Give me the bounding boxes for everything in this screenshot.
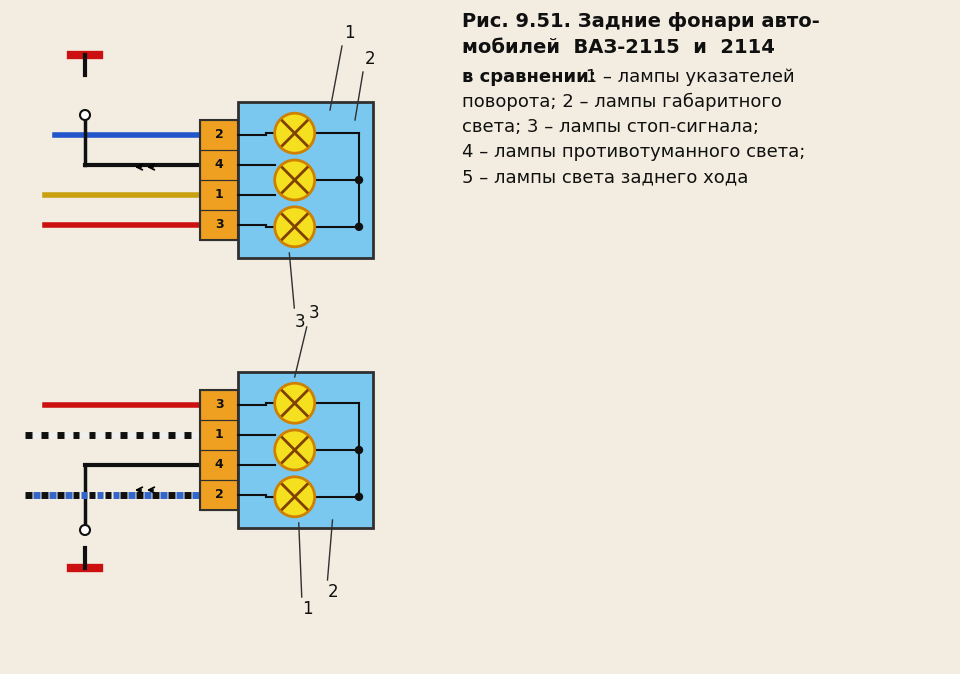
Text: 5 – лампы света заднего хода: 5 – лампы света заднего хода — [462, 168, 749, 186]
Bar — [200, 390, 238, 420]
Circle shape — [355, 493, 363, 500]
Circle shape — [355, 223, 363, 231]
Bar — [238, 372, 373, 528]
Text: 2: 2 — [365, 50, 375, 68]
Bar — [200, 450, 238, 480]
Text: 2: 2 — [327, 583, 338, 601]
Text: 1: 1 — [215, 429, 224, 441]
Text: 2: 2 — [215, 489, 224, 501]
Text: 3: 3 — [295, 313, 305, 331]
Circle shape — [275, 207, 315, 247]
Bar — [200, 210, 238, 240]
Circle shape — [355, 177, 363, 183]
Circle shape — [275, 477, 315, 517]
Circle shape — [80, 525, 90, 535]
Text: света; 3 – лампы стоп-сигнала;: света; 3 – лампы стоп-сигнала; — [462, 118, 759, 136]
Text: 3: 3 — [215, 218, 224, 231]
Text: в сравнении:: в сравнении: — [462, 68, 596, 86]
Text: Рис. 9.51. Задние фонари авто-: Рис. 9.51. Задние фонари авто- — [462, 12, 820, 31]
Text: поворота; 2 – лампы габаритного: поворота; 2 – лампы габаритного — [462, 93, 781, 111]
Bar — [200, 420, 238, 450]
Bar — [200, 150, 238, 180]
Bar — [200, 480, 238, 510]
Text: 4: 4 — [215, 158, 224, 171]
Text: мобилей  ВАЗ-2115  и  2114: мобилей ВАЗ-2115 и 2114 — [462, 38, 775, 57]
Text: 1: 1 — [215, 189, 224, 202]
Bar — [200, 120, 238, 150]
Text: 4 – лампы противотуманного света;: 4 – лампы противотуманного света; — [462, 143, 805, 161]
Circle shape — [80, 110, 90, 120]
Text: 3: 3 — [309, 304, 320, 322]
Bar — [200, 180, 238, 210]
Bar — [238, 102, 373, 258]
Text: 4: 4 — [215, 458, 224, 472]
Text: 3: 3 — [215, 398, 224, 412]
Text: 1: 1 — [301, 600, 312, 618]
Text: 2: 2 — [215, 129, 224, 142]
Circle shape — [275, 113, 315, 153]
Bar — [200, 390, 238, 510]
Text: 1 – лампы указателей: 1 – лампы указателей — [580, 68, 795, 86]
Circle shape — [355, 446, 363, 454]
Text: 1: 1 — [344, 24, 354, 42]
Circle shape — [275, 160, 315, 200]
Circle shape — [275, 384, 315, 423]
Bar — [200, 120, 238, 240]
Circle shape — [275, 430, 315, 470]
